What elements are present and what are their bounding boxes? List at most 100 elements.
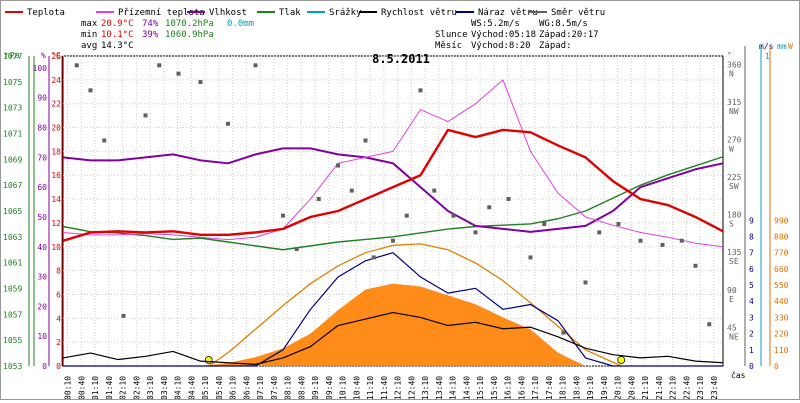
pct-tick: 100 <box>33 64 48 73</box>
wind-speed-line <box>62 311 724 365</box>
c-tick: 18 <box>51 147 61 156</box>
solar-layer <box>63 243 723 367</box>
min-press: 1060.9hPa <box>165 30 214 40</box>
c-tick: 12 <box>51 219 61 228</box>
time-tick: 04:10 <box>174 376 183 399</box>
time-tick: 16:40 <box>517 376 526 399</box>
time-tick: 19:10 <box>586 376 595 399</box>
time-tick: 05:10 <box>201 376 210 399</box>
wind-direction-points <box>74 63 712 335</box>
dir-tick-name: NW <box>729 107 739 116</box>
dir-tick-deg: 315 <box>727 98 742 107</box>
hpa-tick: 1069 <box>3 155 22 164</box>
time-tick: 03:40 <box>160 376 169 399</box>
c-tick: 22 <box>51 100 61 109</box>
humidity-line <box>62 147 724 233</box>
sunrise-marker <box>204 356 213 364</box>
wind-direction-point <box>253 63 258 68</box>
dir-tick-deg: 45 <box>727 323 737 332</box>
wind-direction-point <box>74 63 79 68</box>
time-tick: 14:10 <box>449 376 458 399</box>
c-tick: 26 <box>51 52 61 61</box>
ms-tick: 9 <box>749 216 754 225</box>
hpa-tick: 1059 <box>3 285 22 294</box>
pct-tick: 90 <box>37 94 47 103</box>
wind-direction-point <box>88 88 93 93</box>
time-tick: 23:10 <box>696 376 705 399</box>
wind-direction-point <box>198 80 203 85</box>
chart-title: 8.5.2011 <box>372 52 430 66</box>
time-tick: 18:10 <box>559 376 568 399</box>
avg-temp: 14.3°C <box>101 41 134 51</box>
time-tick: 17:40 <box>545 376 554 399</box>
time-tick: 13:40 <box>435 376 444 399</box>
time-tick: 22:40 <box>682 376 691 399</box>
c-tick: 6 <box>56 290 61 299</box>
wind-direction-point <box>506 196 511 201</box>
time-tick: 01:10 <box>91 376 100 399</box>
wind-direction-point <box>707 322 712 327</box>
dir-tick-name: SE <box>729 257 739 266</box>
w-tick: 770 <box>774 249 789 258</box>
temperature-line <box>62 128 724 242</box>
mm-unit: mm <box>777 42 787 51</box>
w-tick: 330 <box>774 313 789 322</box>
wind-direction-point <box>473 230 478 235</box>
w-tick: 990 <box>774 216 789 225</box>
legend-label: Rychlost větru <box>381 8 457 18</box>
sunrise: Východ:05:18 <box>471 30 536 40</box>
ms-tick: 7 <box>749 249 754 258</box>
moon-label: Měsíc <box>435 41 462 51</box>
time-tick: 21:40 <box>655 376 664 399</box>
dir-tick-name: S <box>729 220 734 229</box>
legend: Teplota Přízemní teplota Vlhkost Tlak Srážky… <box>5 8 605 18</box>
dir-tick-name: N <box>729 69 734 78</box>
hpa-tick: 1073 <box>3 104 22 113</box>
axes-layer: hPa% °C1077107510731071106910671065106310… <box>3 42 793 400</box>
pct-tick: 60 <box>37 183 47 192</box>
legend-label: Srážky <box>329 8 362 18</box>
max-rain: 0.0mm <box>227 19 254 29</box>
time-tick: 20:10 <box>614 376 623 399</box>
wind-gust-line <box>63 252 723 367</box>
wind-direction-point <box>616 222 621 227</box>
hpa-tick: 1061 <box>3 259 22 268</box>
time-tick: 08:10 <box>284 376 293 399</box>
mm-top-tick: 1 <box>765 52 770 61</box>
time-axis-label: čas <box>731 370 746 380</box>
time-tick: 07:10 <box>256 376 265 399</box>
time-tick: 06:10 <box>229 376 238 399</box>
time-tick: 22:10 <box>669 376 678 399</box>
c-tick: 8 <box>56 267 61 276</box>
c-tick: 20 <box>51 124 61 133</box>
time-tick: 09:40 <box>325 376 334 399</box>
wind-direction-point <box>294 247 299 252</box>
ground-temperature-line <box>62 79 724 248</box>
time-tick: 23:40 <box>710 376 719 399</box>
legend-label: Teplota <box>27 8 65 18</box>
legend-label: Vlhkost <box>209 8 247 18</box>
w-tick: 880 <box>774 232 789 241</box>
max-temp: 20.9°C <box>101 19 134 29</box>
pct-tick: 80 <box>37 124 47 133</box>
time-tick: 04:40 <box>187 376 196 399</box>
hpa-tick: 1077 <box>3 52 22 61</box>
wind-direction-point <box>391 238 395 243</box>
w-tick: 550 <box>774 281 789 290</box>
moonrise: Východ:8:20 <box>471 41 531 51</box>
dir-tick-name: W <box>729 144 734 153</box>
w-unit: W <box>788 42 793 51</box>
hpa-tick: 1055 <box>3 336 22 345</box>
wind-direction-point <box>597 230 602 235</box>
wind-direction-point <box>349 188 354 193</box>
c-tick: 2 <box>56 338 61 347</box>
time-tick: 21:10 <box>641 376 650 399</box>
c-unit: °C <box>51 51 61 60</box>
ms-tick: 2 <box>749 330 754 339</box>
time-tick: 05:40 <box>215 376 224 399</box>
time-tick: 20:40 <box>627 376 636 399</box>
ms-tick: 0 <box>749 362 754 371</box>
pct-tick: 40 <box>37 243 47 252</box>
wind-direction-point <box>487 205 492 210</box>
avg-label: avg <box>81 41 97 51</box>
